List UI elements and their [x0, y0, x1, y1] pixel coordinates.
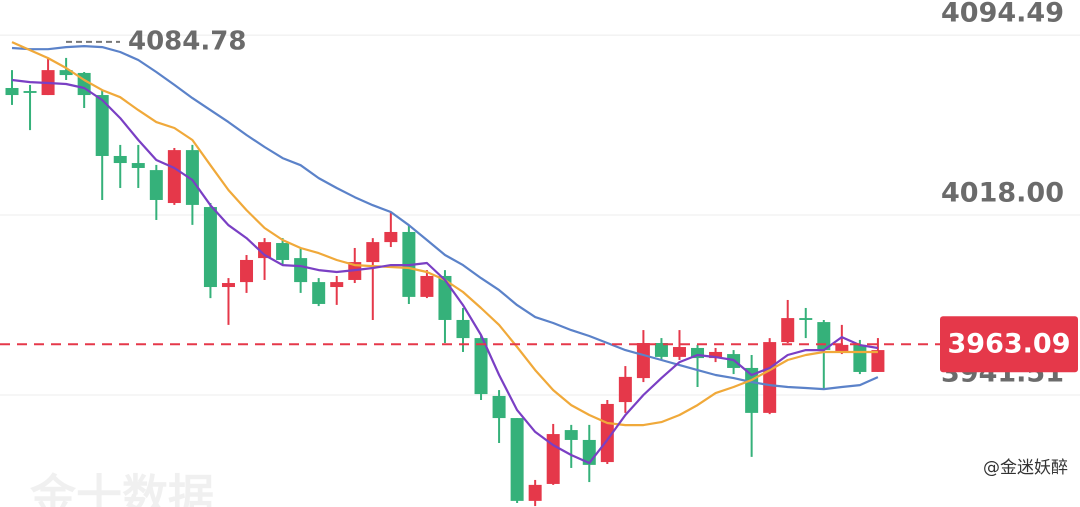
- candle-body: [384, 231, 398, 243]
- candle-body: [510, 418, 524, 501]
- candle-body: [456, 319, 470, 339]
- candle-body: [781, 318, 795, 343]
- candles: [5, 57, 885, 507]
- candle-body: [113, 155, 127, 164]
- moving-average-line: [11, 45, 879, 391]
- candle-body: [95, 95, 109, 156]
- candle-body: [799, 318, 813, 320]
- moving-average-line: [11, 78, 879, 465]
- candle-body: [131, 163, 145, 168]
- candle-body: [654, 343, 668, 357]
- credit: @金迷妖醉: [983, 458, 1068, 478]
- candle-body: [618, 376, 632, 403]
- grid: [0, 34, 1080, 396]
- candle-body: [5, 87, 19, 96]
- candle-body: [366, 242, 380, 263]
- candle-body: [835, 344, 849, 352]
- candle-body: [528, 484, 542, 501]
- candle-body: [258, 242, 272, 259]
- candle-body: [853, 344, 867, 372]
- candle-body: [221, 283, 235, 288]
- candle-body: [23, 91, 37, 93]
- candle-body: [564, 430, 578, 440]
- candle-body: [474, 338, 488, 395]
- moving-average-line: [11, 41, 878, 427]
- candle-body: [871, 350, 885, 372]
- candle-body: [817, 322, 831, 351]
- candle-body: [276, 243, 290, 260]
- candle-body: [600, 403, 614, 463]
- candle-body: [203, 207, 217, 288]
- last-price-label: 3963.09: [948, 329, 1071, 360]
- candle-body: [240, 259, 254, 283]
- candle-body: [672, 347, 686, 357]
- candle-body: [636, 343, 650, 379]
- candle-body: [420, 275, 434, 297]
- watermark: 金十数据: [29, 470, 214, 507]
- candle-body: [167, 150, 181, 204]
- candle-body: [438, 275, 452, 320]
- candle-body: [149, 170, 163, 200]
- max-marker-label: 4084.78: [128, 26, 246, 56]
- candle-body: [691, 347, 705, 359]
- candle-body: [709, 351, 723, 359]
- y-tick-label: 4018.00: [941, 178, 1064, 209]
- candle-body: [763, 342, 777, 413]
- y-tick-label: 4094.49: [941, 0, 1064, 29]
- candle-body: [492, 395, 506, 419]
- candle-body: [312, 282, 326, 304]
- candle-body: [59, 70, 73, 76]
- last-price-box: [940, 316, 1078, 373]
- candle-body: [330, 282, 344, 288]
- candle-body: [294, 258, 308, 283]
- candle-body: [185, 150, 199, 205]
